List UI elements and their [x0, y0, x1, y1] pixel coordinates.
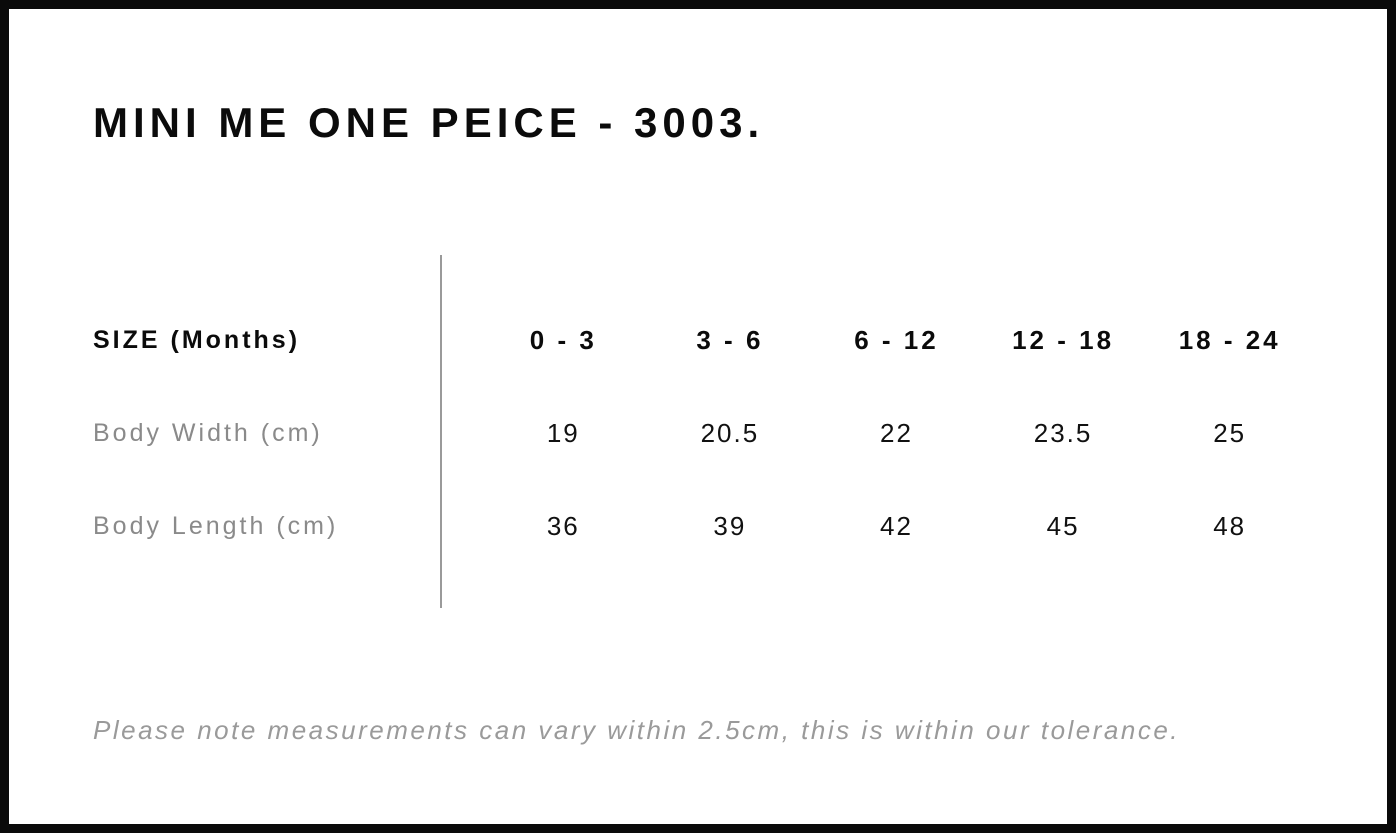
body-width-value: 25 — [1213, 418, 1247, 448]
row-label-body-length: Body Length (cm) — [93, 512, 339, 540]
body-length-value: 39 — [713, 511, 747, 541]
size-chart-table: SIZE (Months) 0 - 3 3 - 6 6 - 12 12 - 18… — [93, 294, 1313, 573]
table-vertical-divider — [440, 255, 442, 608]
size-header-label: SIZE (Months) — [93, 326, 301, 354]
table-header-row: SIZE (Months) 0 - 3 3 - 6 6 - 12 12 - 18… — [93, 294, 1313, 387]
column-header-18-24: 18 - 24 — [1178, 325, 1281, 355]
column-header-6-12: 6 - 12 — [854, 325, 939, 355]
column-header-0-3: 0 - 3 — [529, 325, 597, 355]
body-width-value: 22 — [880, 418, 913, 448]
table-row-body-length: Body Length (cm) 36 39 42 45 48 — [93, 480, 1313, 573]
body-length-value: 36 — [546, 511, 580, 541]
row-label-body-width: Body Width (cm) — [93, 419, 323, 447]
header-cells: 0 - 3 3 - 6 6 - 12 12 - 18 18 - 24 — [440, 325, 1313, 356]
body-width-value: 23.5 — [1033, 418, 1093, 448]
body-width-value: 20.5 — [700, 418, 760, 448]
column-header-3-6: 3 - 6 — [696, 325, 764, 355]
page-title: MINI ME ONE PEICE - 3003. — [93, 99, 765, 146]
body-width-cells: 19 20.5 22 23.5 25 — [440, 418, 1313, 449]
body-length-cells: 36 39 42 45 48 — [440, 511, 1313, 542]
body-width-value: 19 — [546, 418, 580, 448]
column-header-12-18: 12 - 18 — [1012, 325, 1115, 355]
body-length-value: 45 — [1046, 511, 1080, 541]
body-length-value: 42 — [880, 511, 913, 541]
body-length-value: 48 — [1213, 511, 1247, 541]
table-row-body-width: Body Width (cm) 19 20.5 22 23.5 25 — [93, 387, 1313, 480]
tolerance-footnote: Please note measurements can vary within… — [93, 715, 1181, 745]
